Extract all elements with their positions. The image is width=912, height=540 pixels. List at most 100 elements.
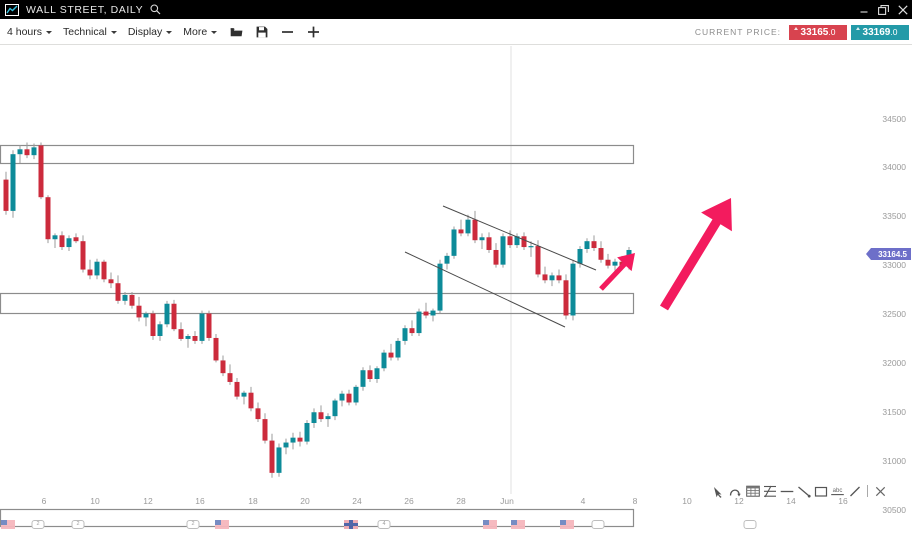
candle-body[interactable] [262,419,268,441]
chart-canvas[interactable]: 34500 34000 33500 33000 32500 32000 31500 31000… [0,46,912,540]
abc-text-icon[interactable]: abc [829,482,846,500]
candle-body[interactable] [374,368,380,380]
candle-body[interactable] [500,236,506,265]
candle-body[interactable] [437,263,443,311]
candle-body[interactable] [220,360,226,374]
restore-icon[interactable] [878,4,889,15]
candle-body[interactable] [388,352,394,358]
candle-body[interactable] [234,381,240,397]
candle-body[interactable] [59,235,65,248]
candle-body[interactable] [591,241,597,249]
candle-body[interactable] [227,373,233,382]
candle-body[interactable] [164,303,170,325]
candle-body[interactable] [542,274,548,281]
candle-body[interactable] [353,386,359,403]
horizontal-line-icon[interactable] [778,482,795,500]
close-icon[interactable] [898,4,908,15]
candle-body[interactable] [185,336,191,339]
candle-body[interactable] [122,294,128,301]
support-zone-bottom[interactable] [0,508,635,528]
candle-body[interactable] [577,249,583,264]
candle-body[interactable] [535,246,541,275]
fibonacci-icon[interactable] [761,482,778,500]
candle-body[interactable] [248,392,254,409]
candle-body[interactable] [136,305,142,318]
candle-body[interactable] [94,261,100,276]
candle-body[interactable] [241,392,247,397]
resistance-zone-top[interactable] [0,144,635,165]
minimize-icon[interactable] [859,5,869,15]
search-icon[interactable] [150,4,161,15]
candle-body[interactable] [52,235,58,240]
candle-body[interactable] [465,219,471,234]
candle-body[interactable] [192,336,198,341]
candle-body[interactable] [311,412,317,424]
us-flag-icon[interactable] [483,520,497,529]
candle-body[interactable] [38,145,44,198]
candle-body[interactable] [17,149,23,155]
candle-body[interactable] [87,269,93,276]
drawing-toolbar[interactable]: abc [710,480,889,502]
candle-body[interactable] [24,149,30,156]
candle-body[interactable] [570,263,576,316]
candle-body[interactable] [416,311,422,334]
candle-body[interactable] [430,310,436,316]
candlestick-chart[interactable] [0,46,912,540]
ask-price-chip[interactable]: 33169.0 [851,24,909,40]
event-badge[interactable] [743,520,757,529]
candle-body[interactable] [381,352,387,369]
candle-body[interactable] [339,393,345,401]
candle-body[interactable] [157,324,163,337]
candle-body[interactable] [45,197,51,240]
candle-body[interactable] [115,283,121,301]
candle-body[interactable] [402,328,408,341]
candle-body[interactable] [346,393,352,403]
candle-body[interactable] [101,261,107,280]
candle-body[interactable] [283,442,289,448]
ray-line-icon[interactable] [846,482,863,500]
curve-icon[interactable] [727,482,744,500]
us-flag-icon[interactable] [215,520,229,529]
candle-body[interactable] [255,408,261,420]
candle-body[interactable] [444,255,450,264]
event-badge[interactable]: 2 [31,520,45,529]
candle-body[interactable] [521,236,527,248]
more-menu[interactable]: More [183,26,218,38]
us-flag-icon[interactable] [511,520,525,529]
candle-body[interactable] [290,437,296,443]
channel-upper[interactable] [442,205,597,271]
candle-body[interactable] [129,294,135,306]
candle-body[interactable] [199,313,205,341]
bid-price-chip[interactable]: 33165.0 [789,24,847,40]
candle-body[interactable] [178,329,184,339]
candle-body[interactable] [612,261,618,266]
event-badge[interactable]: 2 [71,520,85,529]
candle-body[interactable] [472,219,478,241]
candle-body[interactable] [143,313,149,318]
candle-body[interactable] [150,313,156,337]
candle-body[interactable] [304,423,310,442]
candle-body[interactable] [493,249,499,265]
candle-body[interactable] [73,237,79,242]
small-bullish-arrow[interactable] [599,253,635,291]
candle-body[interactable] [332,400,338,417]
candle-body[interactable] [206,313,212,338]
event-badge[interactable] [591,520,605,529]
candle-body[interactable] [423,311,429,316]
candle-body[interactable] [3,179,9,211]
candle-body[interactable] [66,238,72,248]
candle-body[interactable] [213,337,219,361]
candle-body[interactable] [451,229,457,256]
candle-body[interactable] [486,237,492,250]
cursor-arrow-icon[interactable] [710,482,727,500]
display-menu[interactable]: Display [128,26,173,38]
candle-body[interactable] [584,241,590,250]
candle-body[interactable] [605,259,611,266]
timeframe-menu[interactable]: 4 hours [7,26,53,38]
candle-body[interactable] [458,229,464,234]
candle-body[interactable] [514,236,520,246]
event-badge[interactable]: 2 [186,520,200,529]
zoom-out-icon[interactable] [281,26,294,38]
candle-body[interactable] [31,147,37,156]
candle-body[interactable] [563,280,569,316]
